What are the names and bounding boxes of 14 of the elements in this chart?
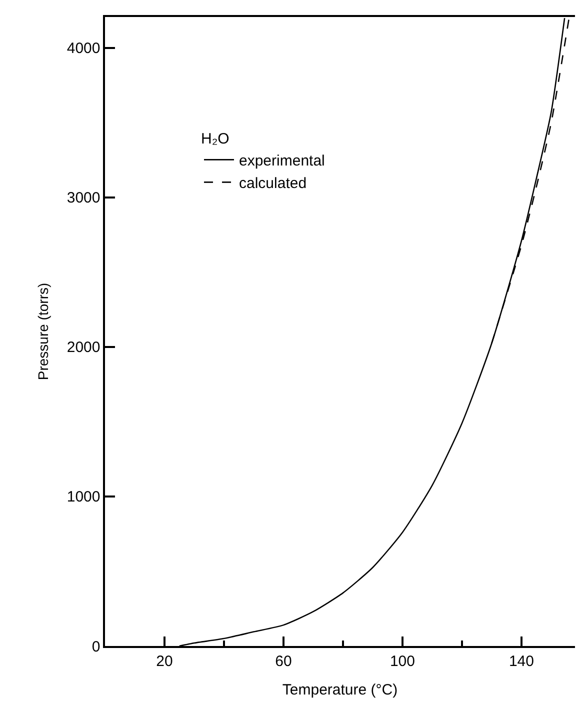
- y-tick-label: 4000: [66, 40, 100, 58]
- x-tick-label: 20: [156, 652, 173, 670]
- x-axis-title: Temperature (°C): [282, 681, 398, 698]
- y-tick-label: 2000: [66, 339, 100, 356]
- y-tick-label: 1000: [66, 488, 100, 506]
- x-tick-label: 100: [390, 652, 415, 670]
- x-tick-label: 60: [275, 652, 292, 670]
- y-tick-label: 0: [92, 638, 100, 656]
- legend-label: experimental: [239, 152, 325, 170]
- x-tick-label: 140: [508, 652, 534, 670]
- y-tick-label: 3000: [66, 190, 100, 207]
- y-axis-title: Pressure (torrs): [34, 282, 51, 380]
- legend-title: H₂O: [201, 130, 230, 148]
- legend-label: calculated: [239, 175, 307, 192]
